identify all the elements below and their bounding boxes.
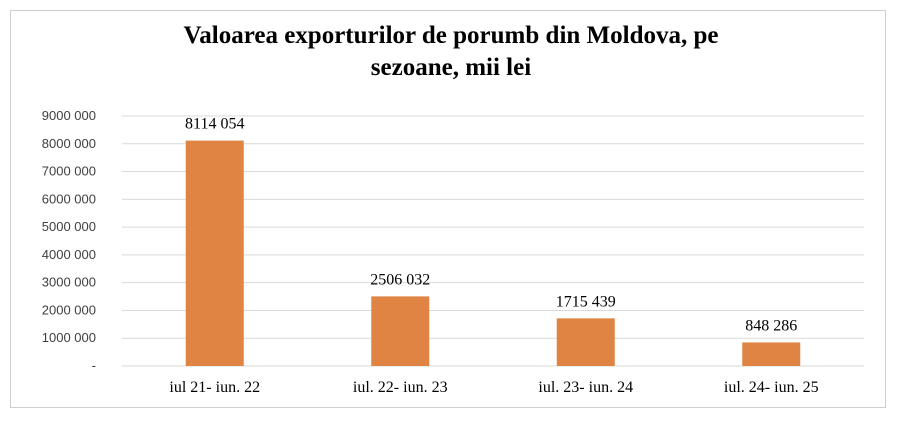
y-tick-label-4: 4000 000 (42, 247, 96, 262)
gridlines (122, 115, 864, 367)
y-tick-label-1: 1000 000 (42, 330, 96, 345)
bar-0 (185, 140, 244, 366)
y-tick-label-0: - (92, 358, 96, 373)
y-tick-label-6: 6000 000 (42, 191, 96, 206)
category-label-2: iul. 23- iun. 24 (538, 379, 633, 396)
chart-title: Valoarea exporturilor de porumb din Mold… (0, 20, 902, 84)
y-tick-label-8: 8000 000 (42, 136, 96, 151)
bar-2 (556, 318, 615, 366)
bar-3 (742, 342, 801, 366)
chart-frame (10, 10, 886, 408)
y-tick-label-5: 5000 000 (42, 219, 96, 234)
data-labels: 8114 054 2506 032 1715 439 848 286 (185, 116, 797, 335)
category-labels: iul 21- iun. 22 iul. 22- iun. 23 iul. 23- … (169, 379, 818, 396)
data-label-2: 1715 439 (556, 293, 616, 310)
chart-title-line-2: sezoane, mii lei (370, 54, 532, 81)
y-tick-label-9: 9000 000 (42, 108, 96, 123)
y-tick-label-3: 3000 000 (42, 275, 96, 290)
data-label-3: 848 286 (745, 317, 797, 334)
data-label-0: 8114 054 (185, 116, 244, 133)
category-label-1: iul. 22- iun. 23 (353, 379, 448, 396)
chart-title-line-1: Valoarea exporturilor de porumb din Mold… (183, 22, 719, 49)
bar-1 (371, 296, 430, 366)
category-label-3: iul. 24- iun. 25 (724, 379, 819, 396)
category-label-0: iul 21- iun. 22 (169, 379, 260, 396)
y-tick-label-7: 7000 000 (42, 164, 96, 179)
y-axis-ticks: - 1000 000 2000 000 3000 000 4000 000 5000 00… (42, 108, 96, 373)
y-tick-label-2: 2000 000 (42, 302, 96, 317)
data-label-1: 2506 032 (370, 271, 430, 288)
bars (185, 140, 801, 366)
